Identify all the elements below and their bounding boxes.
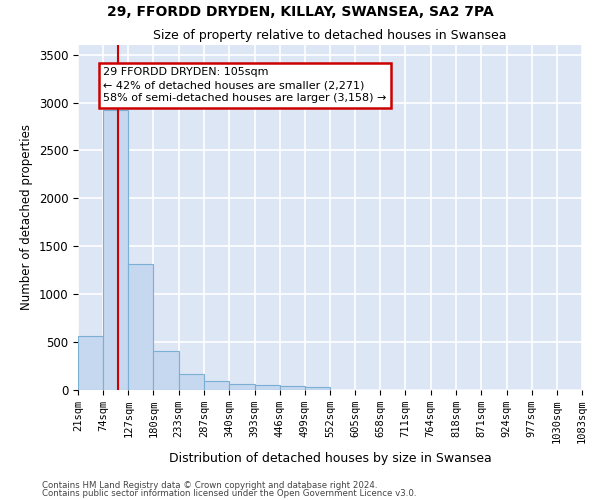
Bar xyxy=(254,384,280,390)
Bar xyxy=(128,264,154,390)
Bar xyxy=(103,110,128,390)
Bar xyxy=(229,384,254,390)
Text: 29, FFORDD DRYDEN, KILLAY, SWANSEA, SA2 7PA: 29, FFORDD DRYDEN, KILLAY, SWANSEA, SA2 … xyxy=(107,5,493,19)
Bar xyxy=(204,382,229,390)
Text: Contains HM Land Registry data © Crown copyright and database right 2024.: Contains HM Land Registry data © Crown c… xyxy=(42,480,377,490)
Bar xyxy=(305,387,330,390)
Bar xyxy=(280,386,305,390)
Text: Contains public sector information licensed under the Open Government Licence v3: Contains public sector information licen… xyxy=(42,489,416,498)
Bar xyxy=(78,336,103,390)
Title: Size of property relative to detached houses in Swansea: Size of property relative to detached ho… xyxy=(153,30,507,43)
Bar xyxy=(154,350,179,390)
Text: 29 FFORDD DRYDEN: 105sqm
← 42% of detached houses are smaller (2,271)
58% of sem: 29 FFORDD DRYDEN: 105sqm ← 42% of detach… xyxy=(103,67,386,104)
Y-axis label: Number of detached properties: Number of detached properties xyxy=(20,124,33,310)
X-axis label: Distribution of detached houses by size in Swansea: Distribution of detached houses by size … xyxy=(169,452,491,465)
Bar xyxy=(179,374,204,390)
